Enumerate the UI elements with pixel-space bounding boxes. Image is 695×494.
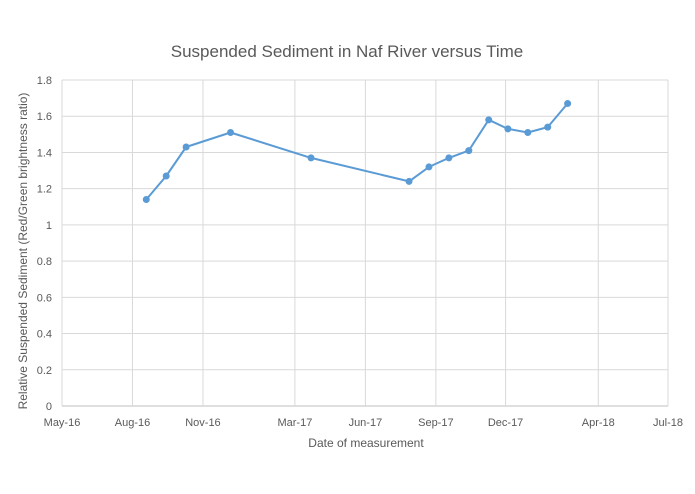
series-layer [142, 100, 572, 204]
data-point [564, 100, 572, 108]
y-axis-tick-labels: 0 0.2 0.4 0.6 0.8 1 1.2 1.4 1.6 1.8 [37, 75, 52, 413]
x-axis-tick-labels: May-16 Aug-16 Nov-16 Mar-17 Jun-17 Sep-17 Dec-… [44, 417, 683, 429]
x-tick-label: Dec-17 [488, 417, 523, 429]
y-axis-label: Relative Suspended Sediment (Red/Green b… [16, 93, 30, 410]
gridlines [61, 79, 669, 407]
y-tick-label: 1.2 [37, 184, 52, 196]
y-tick-label: 1.8 [37, 75, 52, 87]
data-point [307, 154, 315, 162]
data-point [405, 177, 413, 185]
x-tick-label: Jul-18 [653, 417, 683, 429]
x-tick-label: Apr-18 [582, 417, 615, 429]
data-point [544, 123, 552, 131]
x-tick-label: Mar-17 [277, 417, 312, 429]
y-tick-label: 1 [46, 220, 52, 232]
y-tick-label: 0.6 [37, 292, 52, 304]
x-axis-label: Date of measurement [308, 436, 424, 450]
data-point [504, 125, 512, 133]
y-tick-label: 1.4 [37, 147, 52, 159]
data-point [524, 129, 532, 137]
y-tick-label: 0.2 [37, 365, 52, 377]
data-point [227, 129, 235, 137]
y-tick-label: 0 [46, 401, 52, 413]
data-point [465, 147, 473, 155]
data-point [485, 116, 493, 124]
x-tick-label: Aug-16 [115, 417, 150, 429]
chart-title: Suspended Sediment in Naf River versus T… [171, 42, 523, 61]
data-point [162, 172, 170, 180]
y-tick-label: 0.8 [37, 256, 52, 268]
x-tick-label: Jun-17 [349, 417, 383, 429]
x-tick-label: Nov-16 [185, 417, 220, 429]
y-tick-label: 1.6 [37, 111, 52, 123]
y-tick-label: 0.4 [37, 329, 52, 341]
x-tick-label: Sep-17 [418, 417, 453, 429]
data-point [445, 154, 453, 162]
data-point [142, 196, 150, 204]
series-line [145, 102, 569, 201]
data-point [425, 163, 433, 171]
x-tick-label: May-16 [44, 417, 81, 429]
data-point [182, 143, 190, 151]
